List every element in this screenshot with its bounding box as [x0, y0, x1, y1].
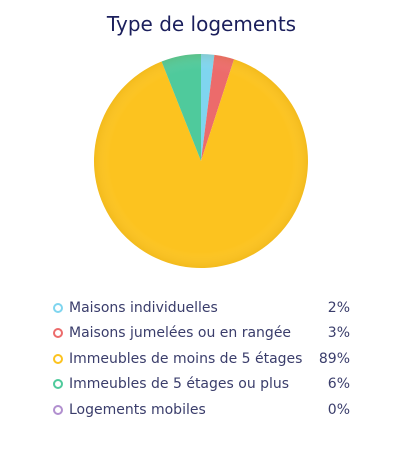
chart-title: Type de logements [106, 12, 297, 36]
legend-value: 6% [327, 376, 350, 393]
legend-value: 2% [327, 299, 350, 316]
legend-item[interactable]: Maisons jumelées ou en rangée 3% [53, 321, 350, 347]
legend-marker-icon [53, 353, 63, 364]
legend-item[interactable]: Immeubles de 5 étages ou plus 6% [53, 372, 350, 398]
legend-label: Maisons jumelées ou en rangée [69, 325, 292, 342]
pie-svg [93, 53, 308, 269]
legend-label: Logements mobiles [69, 401, 206, 418]
legend-marker-icon [53, 404, 63, 415]
legend-item[interactable]: Immeubles de moins de 5 étages 89% [53, 346, 350, 372]
legend-marker-icon [53, 379, 63, 390]
legend-marker-icon [53, 302, 63, 313]
pie-chart [93, 53, 309, 269]
legend-item[interactable]: Logements mobiles 0% [53, 397, 350, 423]
legend-value: 3% [327, 325, 350, 342]
chart-legend: Maisons individuelles 2% Maisons jumelée… [53, 295, 350, 423]
legend-label: Immeubles de 5 étages ou plus [69, 376, 290, 393]
legend-value: 89% [318, 350, 350, 367]
legend-label: Immeubles de moins de 5 étages [69, 350, 303, 367]
legend-value: 0% [327, 401, 350, 418]
legend-item[interactable]: Maisons individuelles 2% [53, 295, 350, 321]
legend-marker-icon [53, 328, 63, 339]
legend-label: Maisons individuelles [69, 299, 218, 316]
